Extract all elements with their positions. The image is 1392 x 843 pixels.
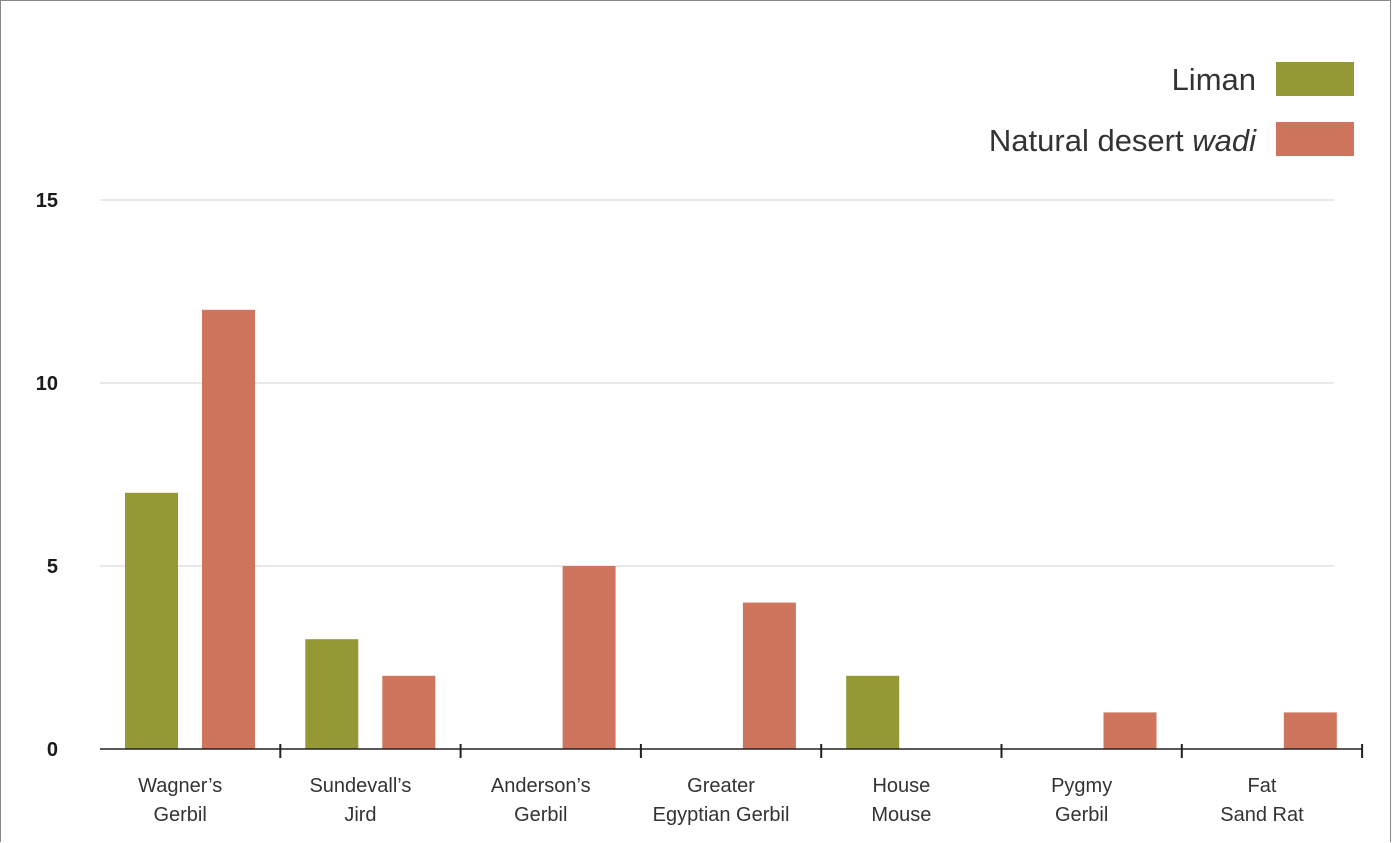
x-tick-label-1: Sundevall’s Jird [309,775,411,826]
legend-label-wadi-italic: wadi [1192,123,1257,158]
x-tick-label-line: Gerbil [514,804,567,826]
bars [125,309,1337,749]
x-tick-label-line: Gerbil [153,804,206,826]
legend-label-wadi-plain: Natural desert [989,123,1192,158]
x-tick-label-line: Fat [1247,775,1276,797]
gridlines [100,199,1334,567]
y-tick-label-0: 0 [47,739,58,761]
x-tick-label-line: Pygmy [1051,775,1112,797]
legend-label-wadi: Natural desert wadi [989,123,1257,158]
x-tick-label-line: Greater [687,775,755,797]
y-tick-label-15: 15 [36,190,58,212]
x-tick-label-line: Jird [344,804,376,826]
legend-swatch-liman [1276,62,1354,96]
bar-liman-4 [846,675,900,749]
bar-wadi-1 [382,675,436,749]
x-tick-label-line: Egyptian Gerbil [653,804,790,826]
legend: Liman Natural desert wadi [989,62,1354,158]
bar-wadi-0 [202,309,255,749]
x-tick-label-line: Wagner’s [138,775,222,797]
bar-liman-0 [125,492,178,749]
bar-liman-1 [305,639,359,749]
x-tick-label-5: Pygmy Gerbil [1051,775,1112,826]
bar-wadi-6 [1283,712,1337,749]
bar-wadi-3 [742,602,796,749]
x-tick-label-line: Sundevall’s [309,775,411,797]
x-tick-label-2: Anderson’s Gerbil [491,775,591,826]
legend-label-liman: Liman [1172,62,1256,97]
y-axis-ticks: 0 5 10 15 [36,190,58,761]
x-tick-label-6: Fat Sand Rat [1220,775,1304,826]
y-tick-label-10: 10 [36,373,58,395]
legend-swatch-wadi [1276,122,1354,156]
x-tick-label-4: House Mouse [871,775,931,826]
x-axis [100,744,1364,758]
bar-wadi-2 [562,566,616,749]
x-tick-label-line: Gerbil [1055,804,1108,826]
x-tick-label-line: Sand Rat [1220,804,1304,826]
bar-wadi-5 [1103,712,1157,749]
x-tick-label-line: House [872,775,930,797]
x-tick-label-0: Wagner’s Gerbil [138,775,222,826]
y-tick-label-5: 5 [47,556,58,578]
x-axis-tick-labels: Wagner’s Gerbil Sundevall’s Jird Anderson’s G… [138,775,1304,826]
x-tick-label-line: Mouse [871,804,931,826]
x-tick-label-3: Greater Egyptian Gerbil [653,775,790,826]
x-tick-label-line: Anderson’s [491,775,591,797]
